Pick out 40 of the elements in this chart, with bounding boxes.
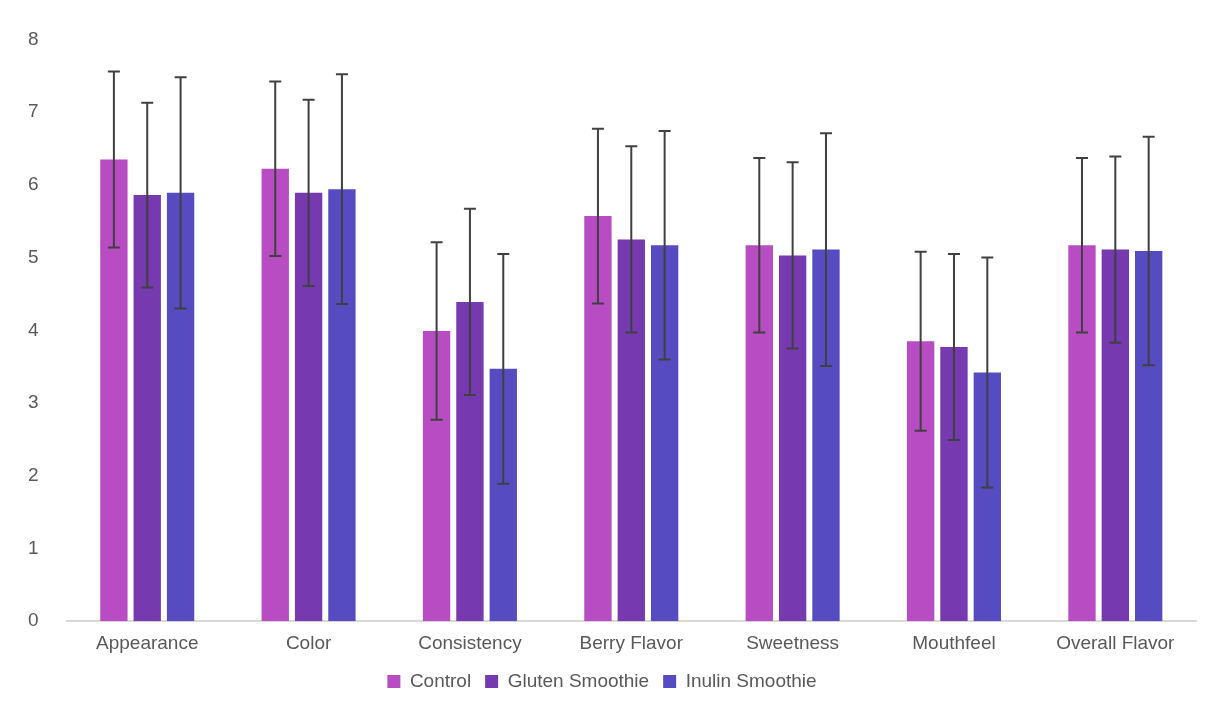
bar (1101, 249, 1129, 622)
bar (294, 192, 323, 622)
y-tick-label: 0 (27, 609, 39, 631)
x-tick-label: Sweetness (746, 631, 840, 653)
bar (617, 239, 645, 622)
bar (133, 195, 161, 622)
bar (422, 331, 451, 622)
bar (812, 249, 840, 622)
bar (650, 245, 679, 622)
y-tick-label: 5 (27, 245, 39, 267)
x-tick-label: Color (285, 631, 332, 653)
y-tick-label: 4 (27, 318, 39, 340)
x-tick-label: Appearance (96, 631, 199, 653)
bar (1135, 251, 1163, 622)
y-tick-label: 8 (27, 27, 39, 49)
bar (778, 255, 807, 622)
legend-label: Control (409, 669, 472, 691)
legend-label: Gluten Smoothie (507, 669, 650, 691)
x-tick-label: Berry Flavor (579, 631, 684, 653)
bar (166, 192, 195, 622)
bar (1068, 245, 1096, 622)
x-tick-label: Mouthfeel (912, 631, 996, 653)
y-tick-label: 7 (27, 100, 39, 122)
bar (745, 245, 773, 622)
y-tick-label: 1 (27, 536, 39, 558)
bar (973, 372, 1001, 622)
bar (940, 347, 968, 622)
bar (489, 368, 517, 622)
bar (261, 168, 289, 622)
legend-label: Inulin Smoothie (685, 669, 817, 691)
y-tick-label: 3 (27, 391, 39, 413)
x-tick-label: Consistency (418, 631, 523, 653)
bar (584, 216, 612, 622)
bar (456, 301, 484, 622)
y-tick-label: 2 (27, 463, 39, 485)
x-tick-label: Overall Flavor (1056, 631, 1176, 653)
bar (328, 189, 356, 622)
y-tick-label: 6 (27, 173, 39, 195)
bar (906, 341, 935, 622)
bar (100, 159, 128, 622)
